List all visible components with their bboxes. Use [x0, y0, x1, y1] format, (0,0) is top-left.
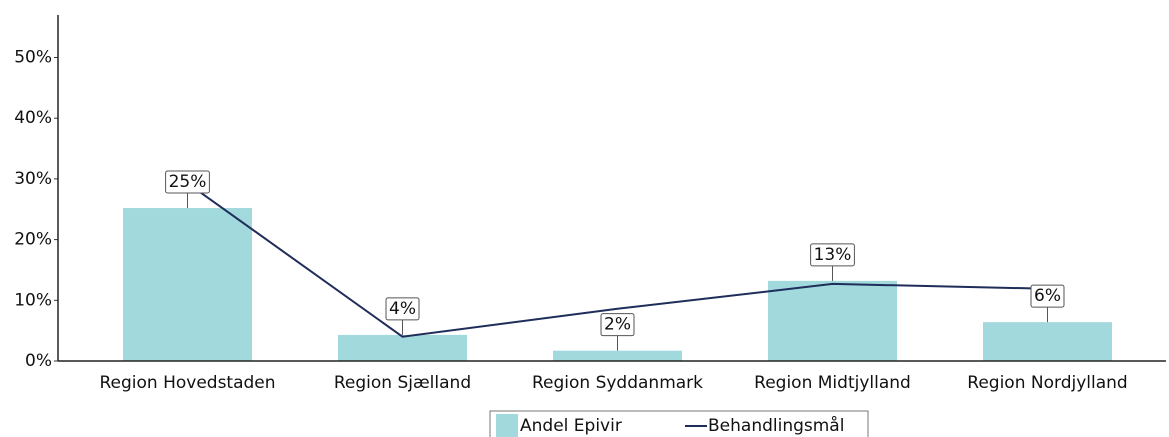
y-tick-label: 0% — [25, 351, 52, 371]
bar — [553, 350, 682, 361]
data-label: 2% — [604, 315, 631, 335]
x-tick-label: Region Hovedstaden — [99, 373, 275, 393]
y-tick-label: 50% — [14, 47, 52, 67]
x-tick-label: Region Midtjylland — [754, 373, 911, 393]
data-label: 13% — [814, 245, 852, 265]
x-tick-label: Region Nordjylland — [967, 373, 1127, 393]
data-label-box — [600, 313, 635, 337]
legend-box — [489, 410, 869, 437]
bar — [983, 322, 1112, 361]
data-label-box — [810, 243, 855, 267]
y-tick-label: 40% — [14, 108, 52, 128]
y-tick-label: 10% — [14, 290, 52, 310]
x-tick-label: Region Sjælland — [334, 373, 471, 393]
line — [186, 182, 1048, 338]
legend-swatch — [496, 414, 518, 437]
y-tick-label: 30% — [14, 169, 52, 189]
bar — [338, 334, 467, 361]
legend-label: Behandlingsmål — [708, 415, 844, 436]
bar — [123, 208, 252, 361]
data-label: 6% — [1034, 286, 1061, 306]
y-tick-label: 20% — [14, 230, 52, 250]
data-label: 4% — [389, 299, 416, 319]
bar — [768, 280, 897, 361]
data-label-box — [165, 170, 210, 194]
data-label-box — [385, 297, 420, 321]
x-tick-label: Region Syddanmark — [532, 373, 703, 393]
data-label: 25% — [169, 172, 207, 192]
legend-label: Andel Epivir — [520, 416, 622, 436]
data-label-box — [1030, 284, 1065, 308]
